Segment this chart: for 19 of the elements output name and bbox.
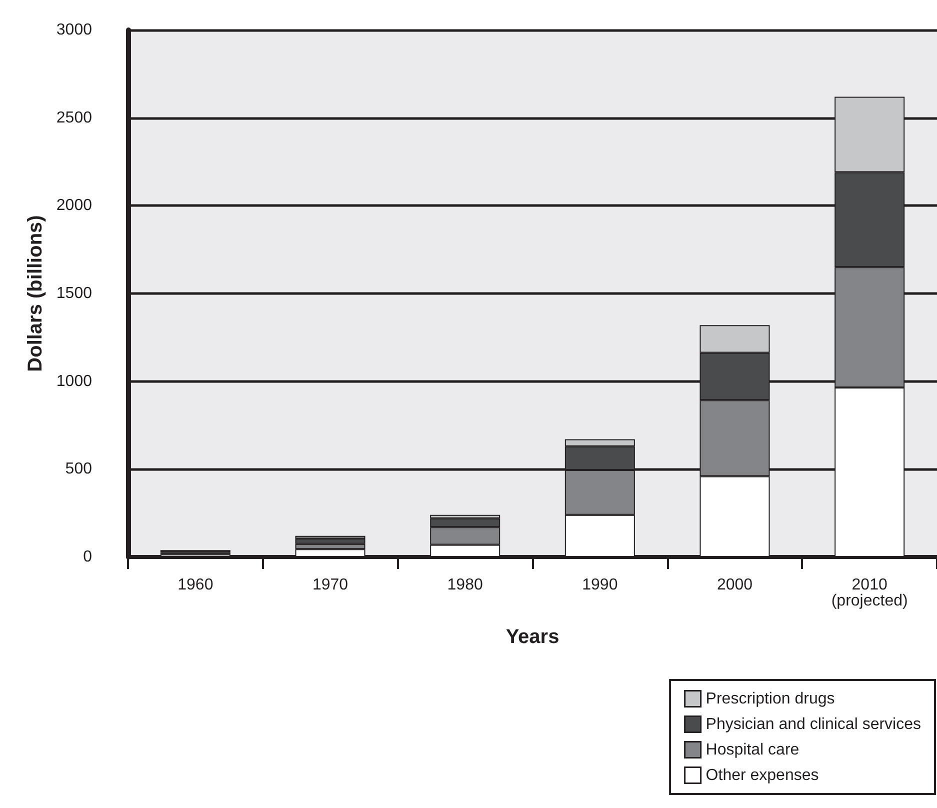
y-tick-label: 1000: [56, 372, 92, 390]
legend-label: Hospital care: [706, 741, 800, 758]
y-tick-label: 2000: [56, 197, 92, 214]
legend-label: Physician and clinical services: [706, 716, 921, 733]
y-axis-title: Dollars (billions): [24, 215, 47, 372]
y-tick-label: 2500: [56, 109, 92, 126]
x-axis-title: Years: [506, 626, 560, 648]
legend-label: Prescription drugs: [706, 690, 835, 708]
y-tick-label: 3000: [56, 22, 92, 38]
y-tick-label: 500: [65, 460, 92, 478]
x-tick-label: 1990: [582, 576, 618, 594]
x-tick-label: 1970: [312, 576, 348, 594]
x-tick-label: 1980: [447, 576, 483, 594]
x-tick-label: 1960: [178, 576, 214, 594]
x-tick-label: 2010 (projected): [831, 576, 908, 610]
legend-label: Other expenses: [706, 766, 819, 784]
x-tick-label: 2000: [716, 576, 753, 594]
y-tick-label: 1500: [56, 285, 92, 302]
y-tick-label: 0: [83, 548, 92, 566]
